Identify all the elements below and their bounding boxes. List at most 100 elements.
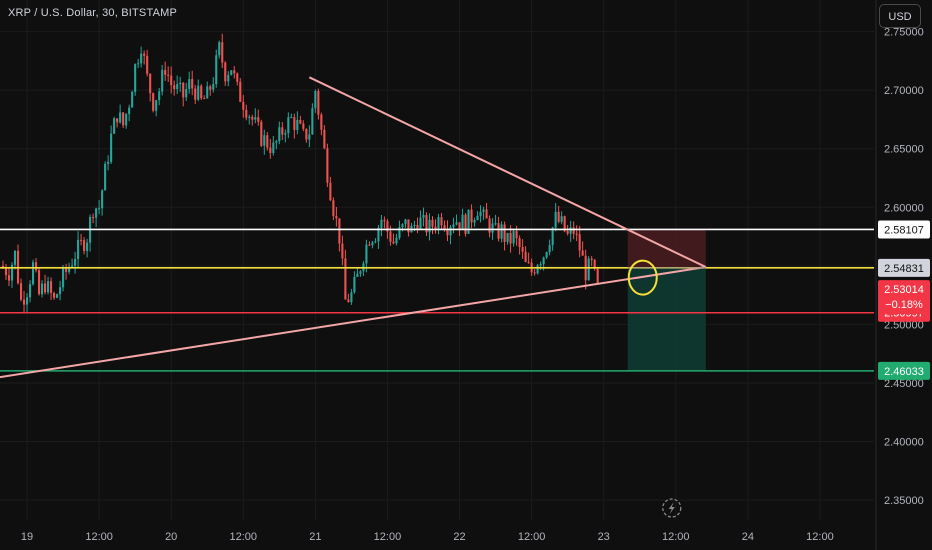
candle-body (419, 217, 422, 230)
candle-body (161, 69, 164, 92)
candle-body (275, 141, 278, 143)
candle-body (548, 245, 551, 253)
candle-body (257, 117, 260, 122)
candle-body (470, 209, 473, 223)
candle-body (542, 257, 545, 265)
candle-body (176, 84, 179, 90)
candle-body (587, 258, 590, 281)
candle-body (119, 112, 122, 123)
candle-body (155, 100, 158, 111)
candle-body (185, 89, 188, 98)
candle-body (593, 259, 596, 269)
time-tick-label: 12:00 (85, 531, 113, 543)
badge-white-bg (878, 220, 930, 239)
candle-body (485, 209, 488, 219)
candle-body (359, 271, 362, 274)
candle-body (44, 283, 47, 293)
candle-body (107, 161, 110, 164)
candle-body (50, 281, 53, 293)
candle-body (7, 275, 11, 281)
candle-body (25, 297, 29, 305)
candle-body (47, 281, 50, 293)
candle-body (263, 135, 266, 146)
time-tick-label: 12:00 (374, 531, 402, 543)
candle-body (278, 127, 281, 142)
candle-body (527, 261, 530, 263)
candle-body (563, 216, 566, 232)
candle-body (197, 85, 200, 100)
grid (0, 0, 874, 520)
candle-body (134, 64, 137, 92)
candle-body (413, 224, 416, 226)
price-tick-label: 2.70000 (884, 85, 924, 97)
candle-body (353, 276, 356, 293)
take-profit-zone (627, 267, 706, 371)
time-tick-label: 20 (165, 531, 177, 543)
candle-body (182, 82, 185, 98)
candle-body (299, 119, 302, 124)
badge-last-price-bg (878, 280, 930, 315)
candle-body (401, 224, 404, 228)
candle-body (554, 211, 557, 228)
price-tick-label: 2.50000 (884, 319, 924, 331)
badge-last-price-change: −0.18% (885, 299, 923, 311)
candle-body (335, 215, 338, 219)
badge-yellow-bg (878, 258, 930, 277)
candle-body (137, 63, 140, 65)
candle-body (323, 129, 326, 149)
candle-body (356, 273, 359, 277)
time-tick-label: 19 (21, 531, 33, 543)
candle-body (158, 91, 161, 101)
candle-body (287, 117, 290, 134)
candle-body (314, 90, 317, 109)
candle-body (80, 239, 83, 241)
candle-body (467, 209, 470, 234)
chart-title: XRP / U.S. Dollar, 30, BITSTAMP (8, 7, 178, 19)
badge-last-price-value: 2.53014 (884, 284, 924, 296)
candle-body (125, 113, 128, 126)
candle-body (503, 224, 506, 242)
candle-body (194, 88, 197, 100)
candle-body (566, 231, 569, 234)
position-zones (627, 229, 706, 371)
candle-body (347, 299, 350, 303)
candle-body (374, 241, 377, 243)
time-tick-label: 22 (453, 531, 465, 543)
candle-body (425, 215, 428, 233)
candle-body (461, 214, 464, 230)
candle-body (524, 251, 527, 262)
candle-body (71, 265, 74, 267)
candle-body (497, 223, 500, 239)
candle-body (1, 265, 5, 269)
candle-body (221, 42, 224, 63)
candle-body (494, 223, 497, 225)
lightning-icon (668, 502, 675, 514)
candle-body (191, 79, 194, 89)
highlight-circle (627, 259, 658, 296)
candle-body (311, 108, 314, 135)
candle-body (254, 117, 257, 120)
badge-green-value: 2.46033 (884, 366, 924, 378)
candle-body (302, 123, 305, 129)
candle-body (83, 240, 86, 252)
trendline-descending (308, 76, 707, 268)
candle-body (455, 222, 458, 225)
currency-button[interactable]: USD (879, 4, 921, 28)
candle-body (4, 268, 8, 276)
candle-body (10, 264, 14, 281)
candle-body (458, 222, 461, 230)
candle-body (59, 287, 62, 295)
badge-green-bg (878, 361, 930, 380)
candle-body (170, 75, 173, 86)
candle-body (338, 218, 341, 244)
candle-body (383, 219, 386, 222)
candle-body (128, 107, 131, 114)
candle-body (404, 219, 407, 225)
candle-body (350, 292, 353, 303)
candle-body (110, 133, 113, 162)
candle-body (22, 299, 26, 305)
time-axis: 19 12:00 20 12:00 21 12:00 22 12:00 23 12:00 24 12:… (21, 531, 834, 543)
candle-body (113, 118, 116, 134)
candle-body (488, 218, 491, 233)
